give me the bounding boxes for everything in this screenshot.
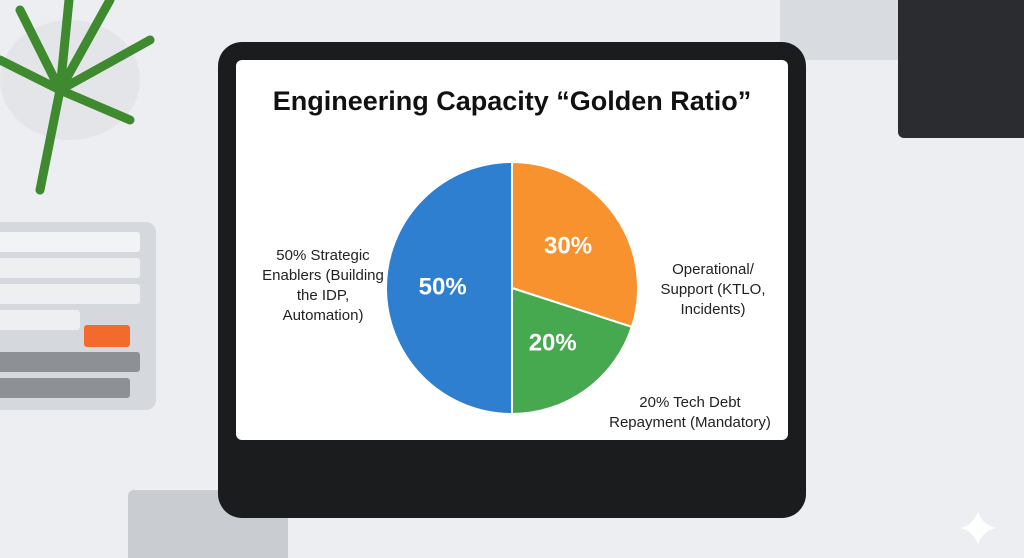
plant bbox=[0, 0, 155, 195]
keyboard bbox=[0, 222, 156, 410]
pie-slice bbox=[511, 286, 634, 416]
notebook bbox=[898, 0, 1024, 138]
pie-slice bbox=[385, 160, 513, 416]
chart-title: Engineering Capacity “Golden Ratio” bbox=[272, 86, 752, 116]
slice-value-label: 50% bbox=[419, 273, 467, 300]
pie: 30% 20% 50% bbox=[385, 160, 639, 416]
sparkle bbox=[960, 512, 996, 544]
slice-category-label: 50% Strategic Enablers (Building the IDP… bbox=[262, 247, 384, 324]
laptop-corner bbox=[780, 0, 920, 60]
slice-category-label: Operational/ Support (KTLO, Incidents) bbox=[660, 261, 766, 318]
pie-slice bbox=[511, 160, 639, 329]
slice-value-label: 20% bbox=[529, 329, 577, 356]
slice-value-label: 30% bbox=[544, 233, 592, 260]
slice-category-label: 20% Tech Debt Repayment (Mandatory) bbox=[609, 394, 771, 431]
